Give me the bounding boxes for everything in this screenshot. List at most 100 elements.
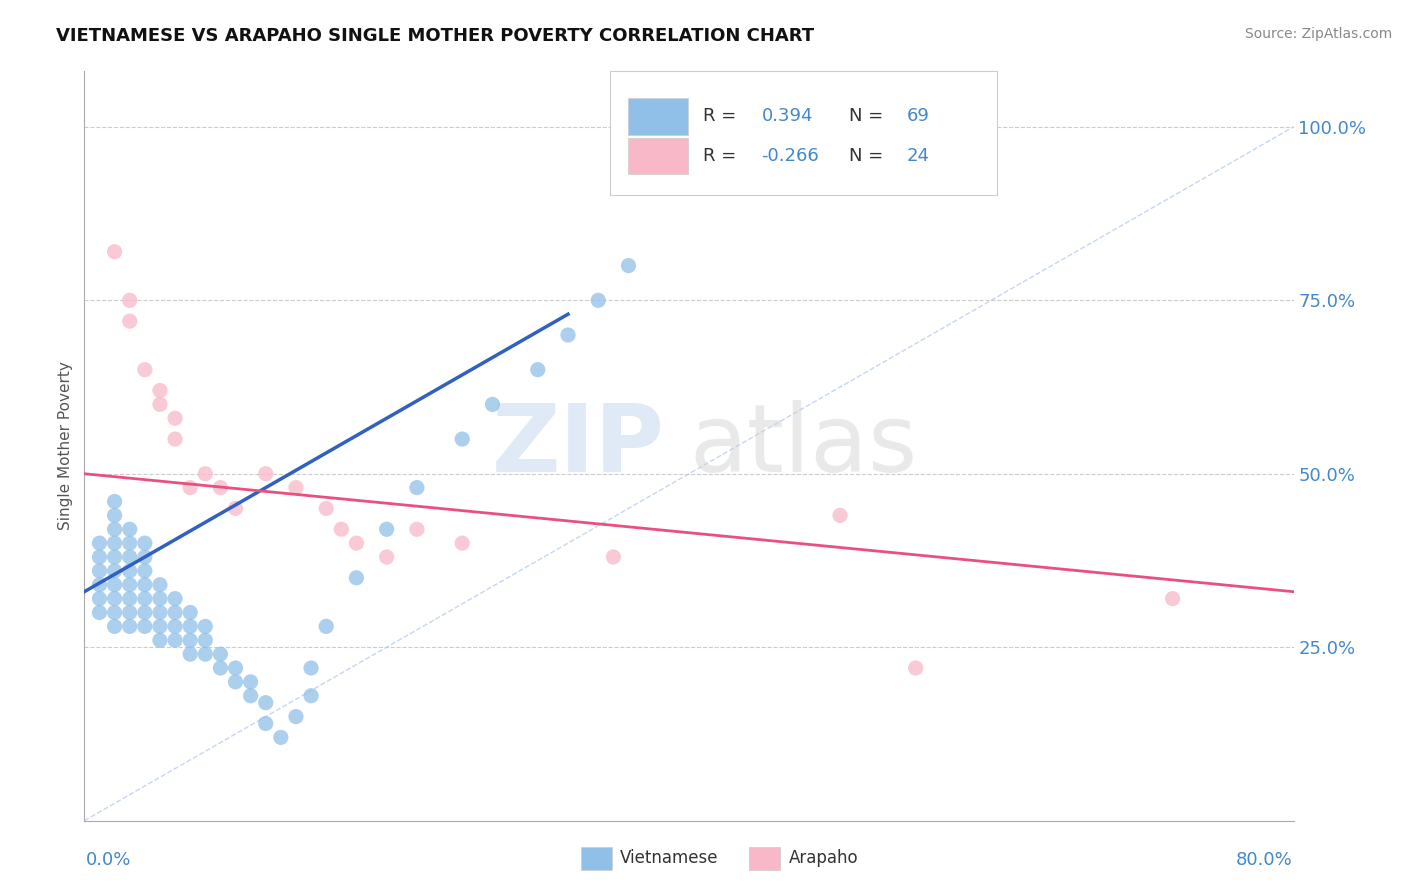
Point <box>346 571 368 585</box>
Point <box>134 578 156 592</box>
Text: R =: R = <box>703 147 742 165</box>
Point <box>179 647 201 661</box>
Point <box>134 564 156 578</box>
Point <box>239 674 262 689</box>
Point <box>315 501 337 516</box>
Point <box>179 633 201 648</box>
Point <box>451 432 474 446</box>
Point <box>406 481 429 495</box>
Point <box>830 508 852 523</box>
Point <box>179 619 201 633</box>
Text: ZIP: ZIP <box>492 400 665 492</box>
Point <box>285 709 308 723</box>
Point <box>118 619 141 633</box>
Point <box>118 314 141 328</box>
Point <box>149 606 172 620</box>
Point <box>118 522 141 536</box>
Y-axis label: Single Mother Poverty: Single Mother Poverty <box>58 361 73 531</box>
Point <box>104 591 127 606</box>
Point <box>165 432 187 446</box>
Point <box>165 619 187 633</box>
Point <box>481 397 503 411</box>
Point <box>134 619 156 633</box>
Point <box>118 591 141 606</box>
Point <box>149 591 172 606</box>
FancyBboxPatch shape <box>610 71 997 195</box>
Point <box>406 522 429 536</box>
Text: N =: N = <box>849 107 889 125</box>
Point <box>89 549 111 564</box>
Point <box>225 501 247 516</box>
Point <box>104 578 127 592</box>
Text: -0.266: -0.266 <box>762 147 820 165</box>
Point <box>194 633 217 648</box>
Point <box>149 397 172 411</box>
Text: VIETNAMESE VS ARAPAHO SINGLE MOTHER POVERTY CORRELATION CHART: VIETNAMESE VS ARAPAHO SINGLE MOTHER POVE… <box>56 27 814 45</box>
Point <box>179 606 201 620</box>
Point <box>118 606 141 620</box>
Point <box>118 293 141 308</box>
Point <box>165 411 187 425</box>
Point <box>330 522 353 536</box>
Point <box>104 564 127 578</box>
Point <box>104 522 127 536</box>
Text: 0.0%: 0.0% <box>86 851 131 869</box>
Text: R =: R = <box>703 107 742 125</box>
Point <box>165 606 187 620</box>
Point <box>209 661 232 675</box>
Point <box>1161 591 1184 606</box>
Point <box>299 661 322 675</box>
Point <box>134 606 156 620</box>
Point <box>89 606 111 620</box>
Point <box>149 633 172 648</box>
Point <box>254 467 277 481</box>
Point <box>104 494 127 508</box>
Point <box>89 564 111 578</box>
Point <box>104 549 127 564</box>
Point <box>134 549 156 564</box>
Text: 24: 24 <box>907 147 929 165</box>
Point <box>254 696 277 710</box>
Point <box>527 362 550 376</box>
Text: Source: ZipAtlas.com: Source: ZipAtlas.com <box>1244 27 1392 41</box>
Point <box>89 536 111 550</box>
Point <box>118 549 141 564</box>
Point <box>104 619 127 633</box>
Point <box>194 647 217 661</box>
Point <box>299 689 322 703</box>
Text: atlas: atlas <box>689 400 917 492</box>
Point <box>209 481 232 495</box>
Point <box>104 536 127 550</box>
Point <box>149 578 172 592</box>
Point <box>149 384 172 398</box>
Text: 80.0%: 80.0% <box>1236 851 1292 869</box>
Text: 69: 69 <box>907 107 929 125</box>
Point <box>225 674 247 689</box>
Point <box>270 731 292 745</box>
Text: 0.394: 0.394 <box>762 107 813 125</box>
Point <box>134 536 156 550</box>
Text: N =: N = <box>849 147 889 165</box>
Point <box>254 716 277 731</box>
Point <box>315 619 337 633</box>
FancyBboxPatch shape <box>628 98 688 135</box>
Point <box>617 259 640 273</box>
Point <box>194 467 217 481</box>
Point <box>89 578 111 592</box>
Text: Arapaho: Arapaho <box>789 849 859 867</box>
Point <box>179 481 201 495</box>
Point <box>557 328 579 343</box>
Point <box>118 564 141 578</box>
Point <box>239 689 262 703</box>
Point <box>104 606 127 620</box>
Point <box>602 549 624 564</box>
Point <box>904 661 927 675</box>
Point <box>451 536 474 550</box>
Point <box>118 578 141 592</box>
Point <box>346 536 368 550</box>
Point <box>165 591 187 606</box>
Point <box>104 508 127 523</box>
Point <box>134 591 156 606</box>
Point <box>194 619 217 633</box>
FancyBboxPatch shape <box>628 137 688 175</box>
